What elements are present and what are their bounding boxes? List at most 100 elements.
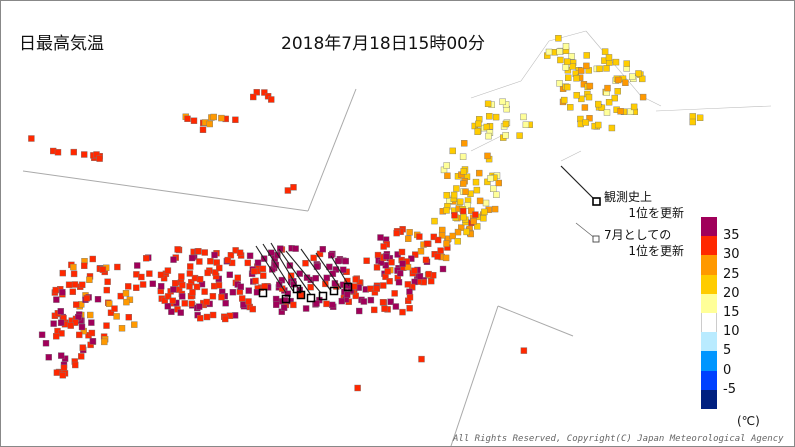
station-marker xyxy=(290,301,297,309)
station-marker xyxy=(250,268,258,275)
station-marker xyxy=(303,274,311,281)
station-marker xyxy=(363,257,370,264)
station-marker xyxy=(189,289,196,296)
record-leader-line xyxy=(270,242,302,294)
station-marker xyxy=(392,303,400,310)
station-marker xyxy=(245,298,252,305)
record-marker xyxy=(343,282,353,292)
station-marker xyxy=(569,63,576,70)
station-marker xyxy=(329,301,336,309)
station-marker xyxy=(356,307,363,315)
station-marker xyxy=(434,236,442,244)
station-marker xyxy=(562,43,570,50)
station-marker xyxy=(195,248,202,255)
station-marker xyxy=(583,62,590,70)
record-leader-line xyxy=(315,252,342,290)
station-marker xyxy=(484,152,491,160)
note-leader-line xyxy=(560,165,597,202)
legend-swatch xyxy=(701,351,717,371)
station-marker xyxy=(292,245,299,252)
station-marker xyxy=(443,162,450,169)
station-marker xyxy=(439,265,447,273)
station-marker xyxy=(178,273,185,280)
record-marker xyxy=(292,284,302,294)
station-marker xyxy=(420,278,427,286)
inset-border-line xyxy=(307,88,357,212)
station-marker xyxy=(53,333,60,340)
station-marker xyxy=(484,100,492,108)
station-marker xyxy=(164,303,172,310)
station-marker xyxy=(340,266,347,273)
record-marker xyxy=(258,288,268,298)
station-marker xyxy=(45,354,52,361)
station-marker xyxy=(451,211,458,219)
station-marker xyxy=(190,117,198,124)
record-marker xyxy=(318,291,328,301)
station-marker xyxy=(70,263,77,271)
station-marker xyxy=(545,48,553,56)
station-marker xyxy=(70,148,78,156)
station-marker xyxy=(284,290,291,297)
station-marker xyxy=(627,108,634,115)
observation-datetime: 2018年7月18日15時00分 xyxy=(281,34,485,54)
legend-swatch xyxy=(701,313,717,333)
station-marker xyxy=(354,384,361,392)
station-marker xyxy=(404,281,412,288)
station-marker xyxy=(210,113,217,121)
station-marker xyxy=(94,296,102,303)
station-marker xyxy=(417,248,425,255)
station-marker xyxy=(70,270,78,278)
legend-swatch xyxy=(701,274,717,294)
station-marker xyxy=(53,369,61,376)
station-marker xyxy=(157,283,165,290)
station-marker xyxy=(181,300,188,307)
coastline xyxy=(520,40,550,82)
station-marker xyxy=(395,279,403,286)
inset-border-line xyxy=(22,170,309,212)
station-marker xyxy=(193,283,201,291)
station-marker xyxy=(397,270,404,277)
station-marker xyxy=(583,52,590,59)
station-marker xyxy=(629,73,636,80)
station-marker xyxy=(442,254,450,262)
station-marker xyxy=(201,249,209,256)
note-record-july-line1: 7月としての xyxy=(604,228,672,242)
station-marker xyxy=(212,269,219,276)
station-marker xyxy=(352,292,359,300)
station-marker xyxy=(74,313,82,321)
station-marker xyxy=(520,347,528,354)
station-marker xyxy=(53,296,60,303)
station-marker xyxy=(38,331,46,338)
station-marker xyxy=(209,311,217,319)
station-marker xyxy=(213,259,220,266)
station-marker xyxy=(428,277,435,285)
station-marker xyxy=(59,289,66,296)
station-marker xyxy=(261,283,268,290)
station-marker xyxy=(196,276,204,283)
station-marker xyxy=(58,352,65,359)
station-marker xyxy=(379,299,387,306)
station-marker xyxy=(604,84,611,92)
station-marker xyxy=(206,120,213,128)
station-marker xyxy=(179,281,186,289)
station-marker xyxy=(246,252,254,259)
legend-label: 15 xyxy=(723,305,740,320)
station-marker xyxy=(406,294,414,301)
station-marker xyxy=(373,264,381,271)
station-marker xyxy=(171,280,179,287)
station-marker xyxy=(307,284,314,291)
legend-swatch xyxy=(701,255,717,275)
station-marker xyxy=(187,263,194,270)
station-marker xyxy=(453,185,460,192)
station-marker xyxy=(492,113,500,121)
station-marker xyxy=(605,54,613,61)
station-marker xyxy=(170,256,177,263)
station-marker xyxy=(601,48,609,55)
station-marker xyxy=(342,257,349,265)
station-marker xyxy=(472,178,480,186)
station-marker xyxy=(470,218,477,225)
station-marker xyxy=(416,273,424,280)
station-marker xyxy=(69,288,77,295)
station-marker xyxy=(458,224,465,231)
station-marker xyxy=(133,262,141,269)
